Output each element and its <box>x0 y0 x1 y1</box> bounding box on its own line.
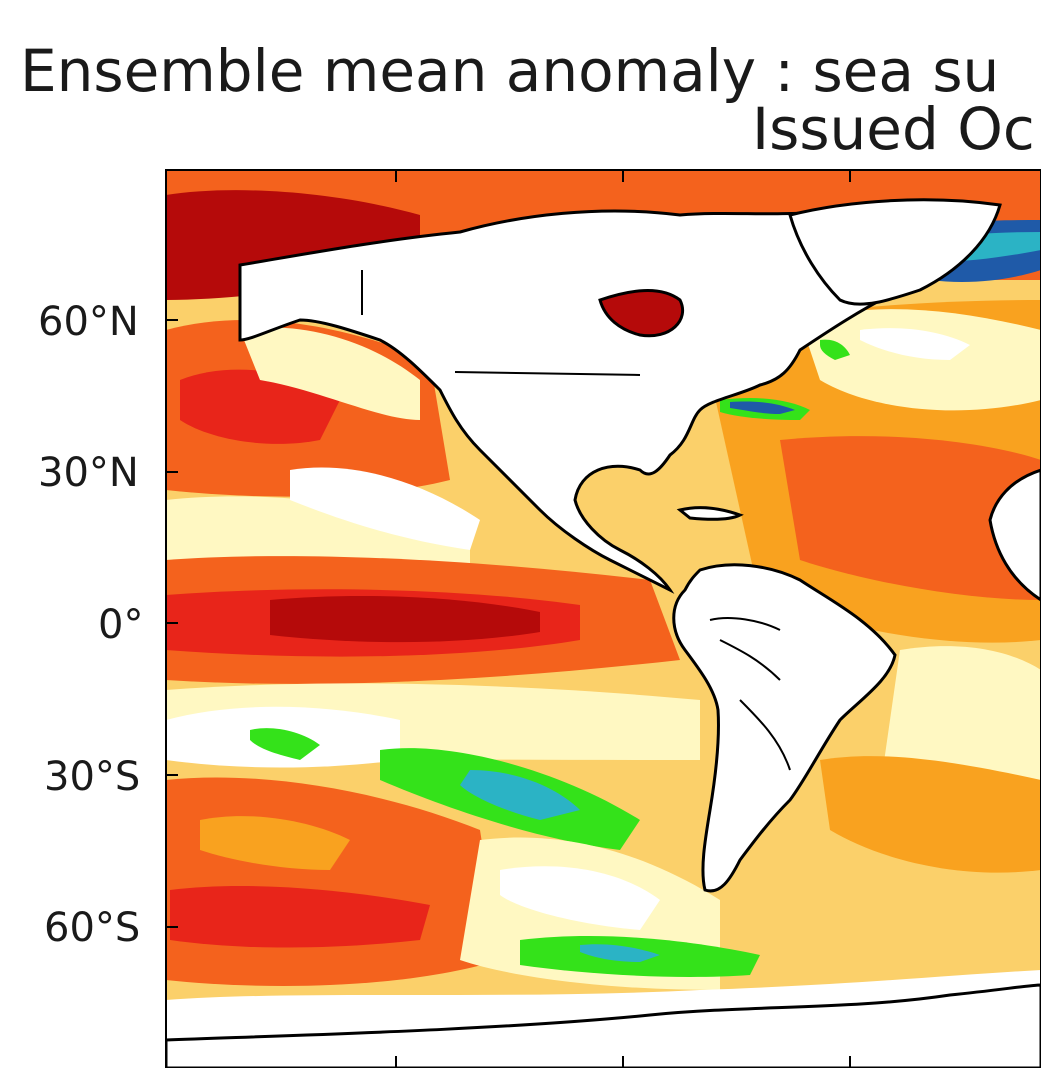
lat-label-60n: 60°N <box>38 299 139 345</box>
map-subtitle: Issued Oc <box>752 95 1035 163</box>
south-america <box>672 563 897 893</box>
north-america <box>238 199 993 594</box>
greenland <box>788 198 1002 306</box>
map-title: Ensemble mean anomaly : sea su <box>20 37 1000 105</box>
lat-label-60s: 60°S <box>44 905 141 951</box>
antarctica <box>166 983 1041 1068</box>
africa-edge <box>988 468 1041 602</box>
lat-label-30s: 30°S <box>44 754 141 800</box>
lat-label-30n: 30°N <box>38 450 139 496</box>
borders <box>361 270 791 771</box>
land-masses <box>166 198 1041 1068</box>
lat-label-0: 0° <box>98 602 144 648</box>
